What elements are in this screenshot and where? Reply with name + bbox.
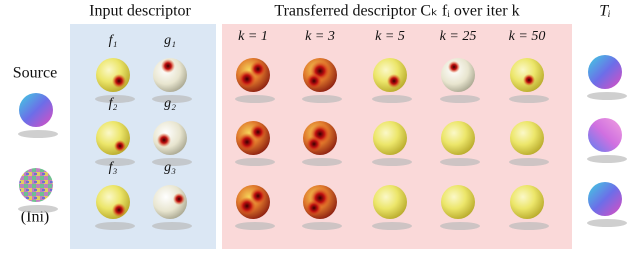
shadow — [302, 222, 342, 230]
shadow — [509, 95, 549, 103]
shadow — [235, 95, 275, 103]
figure: Input descriptor Transferred descriptor … — [0, 0, 632, 253]
hot-spot — [448, 61, 460, 73]
sphere — [441, 185, 475, 219]
shadow — [440, 222, 480, 230]
hot-spot — [306, 136, 322, 152]
input-label: g₁ — [164, 33, 176, 48]
input-label: f₃ — [109, 160, 118, 175]
sphere — [96, 121, 130, 155]
hot-spot — [250, 188, 266, 204]
sphere — [441, 121, 475, 155]
shadow — [587, 219, 627, 227]
source-label: Source — [13, 65, 57, 82]
iteration-label: k = 25 — [440, 29, 477, 44]
sphere — [588, 118, 622, 152]
shadow — [440, 158, 480, 166]
input-label: f₁ — [109, 33, 118, 48]
iteration-label: k = 50 — [509, 29, 546, 44]
shadow — [372, 158, 412, 166]
shadow — [95, 222, 135, 230]
sphere — [510, 185, 544, 219]
hot-spot — [387, 74, 401, 88]
shadow — [587, 155, 627, 163]
sphere — [588, 182, 622, 216]
hot-spot — [306, 200, 322, 216]
iteration-label: k = 5 — [375, 29, 405, 44]
sphere — [19, 168, 53, 202]
transfer-header: Transferred descriptor Cₖ fᵢ over iter k — [274, 3, 519, 20]
sphere — [96, 185, 130, 219]
shadow — [440, 95, 480, 103]
sphere — [373, 121, 407, 155]
shadow — [372, 95, 412, 103]
shadow — [152, 222, 192, 230]
shadow — [302, 95, 342, 103]
target-header: Tᵢ — [599, 3, 610, 20]
hot-spot — [112, 74, 126, 88]
sphere — [96, 58, 130, 92]
hot-spot — [161, 59, 175, 73]
input-label: g₃ — [164, 160, 176, 175]
shadow — [18, 205, 58, 213]
input-panel — [70, 24, 216, 249]
hot-spot — [114, 140, 126, 152]
iteration-label: k = 3 — [305, 29, 335, 44]
sphere — [373, 185, 407, 219]
hot-spot — [250, 61, 266, 77]
input-label: f₂ — [109, 96, 118, 111]
hot-spot — [523, 74, 535, 86]
shadow — [509, 158, 549, 166]
hot-spot — [157, 133, 171, 147]
iteration-label: k = 1 — [238, 29, 268, 44]
hot-spot — [112, 203, 126, 217]
sphere — [373, 58, 407, 92]
hot-spot — [250, 124, 266, 140]
shadow — [587, 92, 627, 100]
shadow — [235, 222, 275, 230]
input-header: Input descriptor — [89, 3, 191, 20]
sphere — [510, 121, 544, 155]
shadow — [235, 158, 275, 166]
shadow — [372, 222, 412, 230]
hot-spot — [306, 73, 322, 89]
input-label: g₂ — [164, 96, 176, 111]
shadow — [18, 130, 58, 138]
sphere — [588, 55, 622, 89]
shadow — [509, 222, 549, 230]
spheres — [18, 55, 627, 230]
hot-spot — [173, 193, 185, 205]
shadow — [302, 158, 342, 166]
sphere — [19, 93, 53, 127]
